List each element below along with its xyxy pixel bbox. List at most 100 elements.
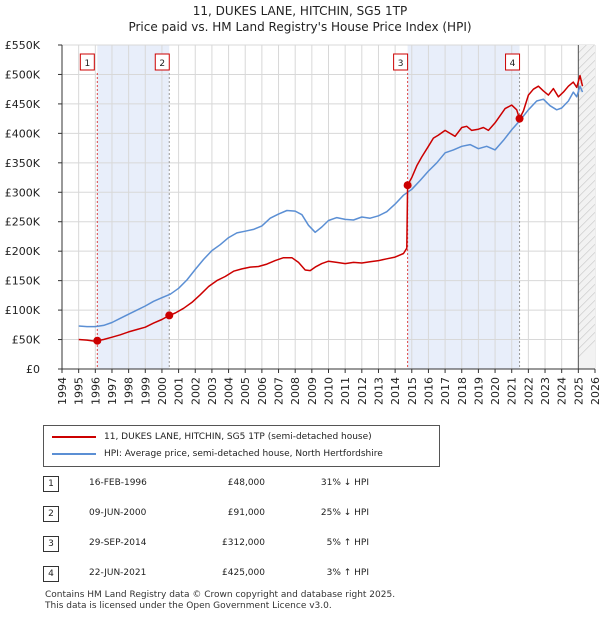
transaction-number: 3 xyxy=(43,536,59,552)
transaction-number: 1 xyxy=(43,476,59,492)
table-row: 4 22-JUN-2021 £425,000 3% ↑ HPI xyxy=(43,566,443,582)
x-tick-label: 2015 xyxy=(406,377,419,405)
forecast-hatch-line xyxy=(578,300,595,318)
x-tick-label: 2025 xyxy=(572,377,585,405)
forecast-hatch-line xyxy=(578,0,595,5)
forecast-hatch-line xyxy=(578,252,595,270)
transaction-date: 29-SEP-2014 xyxy=(89,538,147,548)
sale-point xyxy=(165,311,174,320)
transaction-label: 3 xyxy=(393,53,409,71)
forecast-hatch-line xyxy=(578,45,579,46)
legend-property-label: 11, DUKES LANE, HITCHIN, SG5 1TP (semi-d… xyxy=(104,432,372,442)
transaction-hpi: 25% ↓ HPI xyxy=(320,508,369,518)
forecast-hatch-line xyxy=(578,45,595,62)
forecast-hatch-line xyxy=(578,100,595,118)
x-tick-label: 2020 xyxy=(489,377,502,405)
transaction-hpi: 3% ↑ HPI xyxy=(326,568,369,578)
forecast-hatch-line xyxy=(578,172,595,190)
x-tick-label: 2026 xyxy=(589,377,600,405)
x-tick-label: 2024 xyxy=(556,377,569,405)
transaction-hpi: 5% ↑ HPI xyxy=(326,538,369,548)
transaction-label: 1 xyxy=(79,53,95,71)
ownership-shade xyxy=(407,45,520,369)
forecast-hatch-line xyxy=(578,244,595,262)
x-tick-label: 2019 xyxy=(472,377,485,405)
legend-property: 11, DUKES LANE, HITCHIN, SG5 1TP (semi-d… xyxy=(52,430,372,444)
transaction-label: 2 xyxy=(154,53,170,71)
y-tick-label: £250K xyxy=(5,216,41,229)
forecast-hatch-line xyxy=(578,316,595,334)
forecast-hatch-line xyxy=(578,260,595,278)
forecast-hatch-line xyxy=(578,124,595,142)
transaction-date: 09-JUN-2000 xyxy=(89,508,147,518)
forecast-hatch-line xyxy=(578,20,595,37)
y-tick-label: £450K xyxy=(5,98,41,111)
forecast-hatch-line xyxy=(578,156,595,174)
transaction-label-number: 4 xyxy=(510,59,516,69)
x-tick-label: 2003 xyxy=(206,377,219,405)
y-tick-label: £350K xyxy=(5,157,41,170)
footer-licence: This data is licensed under the Open Gov… xyxy=(45,601,332,611)
x-tick-label: 2009 xyxy=(306,377,319,405)
x-tick-label: 2010 xyxy=(323,377,336,405)
table-row: 1 16-FEB-1996 £48,000 31% ↓ HPI xyxy=(43,476,443,492)
table-row: 3 29-SEP-2014 £312,000 5% ↑ HPI xyxy=(43,536,443,552)
legend-hpi-swatch xyxy=(52,452,96,455)
forecast-hatch-line xyxy=(578,116,595,134)
transaction-date: 22-JUN-2021 xyxy=(89,568,147,578)
forecast-hatch-line xyxy=(578,340,595,358)
x-tick-label: 2017 xyxy=(439,377,452,405)
transaction-label: 4 xyxy=(505,53,521,71)
property-price-line xyxy=(78,74,584,343)
forecast-hatch-line xyxy=(578,324,595,342)
x-tick-label: 1994 xyxy=(56,377,69,405)
y-tick-label: £0 xyxy=(26,363,40,376)
transaction-price: £48,000 xyxy=(227,478,265,488)
x-tick-label: 1999 xyxy=(139,377,152,405)
forecast-area xyxy=(578,45,595,369)
forecast-hatch-line xyxy=(578,188,595,206)
forecast-hatch-line xyxy=(578,180,595,198)
x-tick-label: 2021 xyxy=(506,377,519,405)
x-tick-label: 2008 xyxy=(289,377,302,405)
forecast-hatch-line xyxy=(578,292,595,310)
forecast-hatch-line xyxy=(578,12,595,29)
x-tick-label: 2006 xyxy=(256,377,269,405)
x-tick-label: 2012 xyxy=(356,377,369,405)
chart-subtitle: Price paid vs. HM Land Registry's House … xyxy=(128,20,472,34)
forecast-hatch-line xyxy=(578,60,595,78)
forecast-hatch-line xyxy=(578,132,595,150)
x-tick-label: 2007 xyxy=(273,377,286,405)
transaction-label-box xyxy=(505,53,521,71)
y-tick-label: £150K xyxy=(5,275,41,288)
y-tick-label: £100K xyxy=(5,304,41,317)
x-tick-label: 2002 xyxy=(189,377,202,405)
x-tick-label: 2014 xyxy=(389,377,402,405)
transaction-number: 4 xyxy=(43,566,59,582)
forecast-hatch-line xyxy=(578,0,595,13)
forecast-hatch-line xyxy=(578,92,595,110)
price-chart: 1 2 3 4 £0 £50K £100K £150K £200K £250K £300K £350… xyxy=(5,0,600,405)
transaction-price: £312,000 xyxy=(222,538,265,548)
y-tick-label: £300K xyxy=(5,186,41,199)
y-tick-label: £550K xyxy=(5,39,41,52)
forecast-hatch-line xyxy=(578,52,595,70)
ownership-shade xyxy=(97,45,170,369)
x-tick-label: 2005 xyxy=(239,377,252,405)
y-tick-label: £500K xyxy=(5,68,41,81)
x-tick-label: 2001 xyxy=(173,377,186,405)
forecast-hatch-line xyxy=(578,164,595,182)
sale-point xyxy=(93,336,102,345)
x-tick-label: 2000 xyxy=(156,377,169,405)
forecast-hatch-line xyxy=(578,276,595,294)
transaction-label-number: 2 xyxy=(159,59,165,69)
footer-copyright: Contains HM Land Registry data © Crown c… xyxy=(45,590,396,600)
forecast-hatch-line xyxy=(578,220,595,238)
x-tick-label: 2022 xyxy=(522,377,535,405)
x-tick-label: 1996 xyxy=(89,377,102,405)
x-tick-label: 2018 xyxy=(456,377,469,405)
x-tick-label: 1997 xyxy=(106,377,119,405)
transaction-price: £91,000 xyxy=(227,508,265,518)
forecast-hatch-line xyxy=(578,228,595,246)
transaction-number: 2 xyxy=(43,506,59,522)
